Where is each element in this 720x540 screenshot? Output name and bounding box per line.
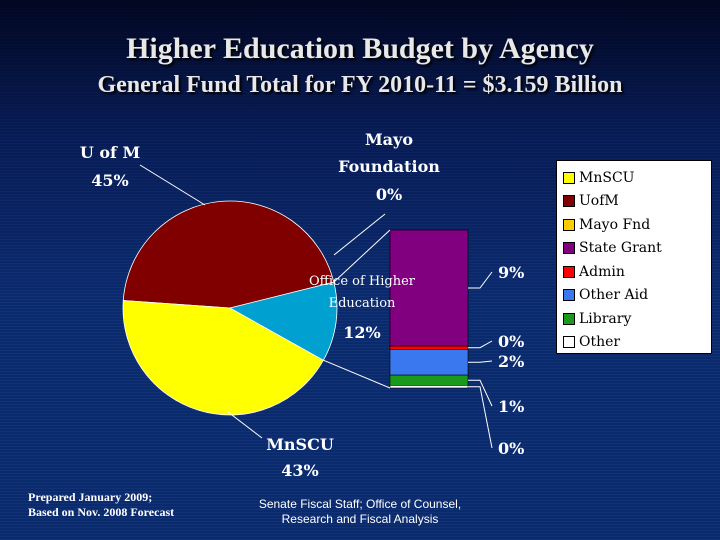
bar-leader-state-grant: [468, 271, 493, 289]
legend-label-admin: Admin: [579, 263, 625, 280]
legend-item-state-grant: State Grant: [563, 237, 705, 261]
source-note-line-2: Research and Fiscal Analysis: [281, 512, 439, 526]
chart-legend: MnSCU UofM Mayo Fnd State Grant Admin Other A…: [556, 160, 712, 354]
pie-label-mayo-foundation-percent: 0%: [376, 185, 402, 204]
bar-segment-library: [389, 374, 469, 386]
legend-item-uofm: UofM: [563, 190, 705, 214]
bar-leader-admin: [468, 340, 493, 349]
legend-swatch-mayo-fnd: [563, 218, 575, 231]
pie-label-mnscu-line-1: MnSCU: [266, 435, 334, 454]
bar-segment-other-aid: [389, 349, 469, 376]
legend-swatch-admin: [563, 265, 575, 278]
legend-item-other-aid: Other Aid: [563, 284, 705, 308]
bar-label-library: 1%: [498, 397, 524, 416]
pie-label-mnscu-leader-line: [227, 411, 263, 439]
bar-segment-admin: [389, 345, 469, 350]
pie-label-mayo-foundation-leader-line: [333, 213, 386, 256]
legend-label-other: Other: [579, 334, 621, 351]
bar-leader-library: [468, 379, 493, 407]
pie-label-u-of-m-leader-line: [139, 164, 206, 206]
legend-swatch-mnscu: [563, 171, 575, 184]
legend-label-state-grant: State Grant: [579, 240, 662, 257]
connector-line-top: [333, 229, 391, 283]
bar-label-other: 0%: [498, 439, 524, 458]
legend-item-mayo-fnd: Mayo Fnd: [563, 213, 705, 237]
bar-segment-other: [389, 385, 469, 389]
legend-item-other: Other: [563, 331, 705, 355]
prepared-note-line-1: Prepared January 2009;: [28, 490, 153, 504]
pie-label-mayo-foundation-line-1: Mayo: [365, 130, 413, 149]
legend-swatch-other-aid: [563, 289, 575, 302]
pie-label-mnscu-percent: 43%: [281, 461, 318, 480]
bar-label-admin: 0%: [498, 332, 524, 351]
prepared-note-line-2: Based on Nov. 2008 Forecast: [28, 505, 175, 519]
pie-slice-office-of-higher-education: [228, 281, 338, 361]
legend-swatch-other: [563, 336, 575, 349]
pie-label-u-of-m-percent: 45%: [91, 171, 128, 190]
connector-line-bottom: [323, 359, 391, 389]
chart-title: Higher Education Budget by Agency: [126, 32, 594, 65]
pie-slice-u-of-m: [122, 200, 335, 309]
source-note-line-1: Senate Fiscal Staff; Office of Counsel,: [258, 497, 462, 511]
legend-swatch-uofm: [563, 195, 575, 208]
pie-label-office-of-higher-education-line-1: Office of Higher: [309, 274, 416, 289]
chart-subtitle: General Fund Total for FY 2010-11 = $3.1…: [97, 72, 623, 98]
legend-label-mayo-fnd: Mayo Fnd: [579, 216, 651, 233]
bar-leader-other-aid: [468, 360, 493, 363]
legend-swatch-state-grant: [563, 242, 575, 255]
legend-label-uofm: UofM: [579, 193, 619, 210]
pie-slice-mnscu: [122, 300, 324, 416]
bar-label-other-aid: 2%: [498, 352, 524, 371]
legend-label-library: Library: [579, 310, 632, 327]
bar-label-state-grant: 9%: [498, 263, 524, 282]
legend-swatch-library: [563, 312, 575, 325]
legend-item-library: Library: [563, 307, 705, 331]
legend-label-mnscu: MnSCU: [579, 169, 635, 186]
prepared-note: Prepared January 2009; Based on Nov. 200…: [28, 490, 174, 520]
legend-item-mnscu: MnSCU: [563, 166, 705, 190]
pie-label-mayo-foundation-line-2: Foundation: [338, 157, 440, 176]
source-note: Senate Fiscal Staff; Office of Counsel, …: [230, 497, 490, 527]
legend-label-other-aid: Other Aid: [579, 287, 649, 304]
pie-label-office-of-higher-education-percent: 12%: [343, 323, 380, 342]
pie-label-u-of-m-line-1: U of M: [80, 143, 140, 162]
legend-item-admin: Admin: [563, 260, 705, 284]
bar-leader-other: [468, 386, 493, 449]
pie-label-office-of-higher-education-line-2: Education: [329, 296, 396, 311]
